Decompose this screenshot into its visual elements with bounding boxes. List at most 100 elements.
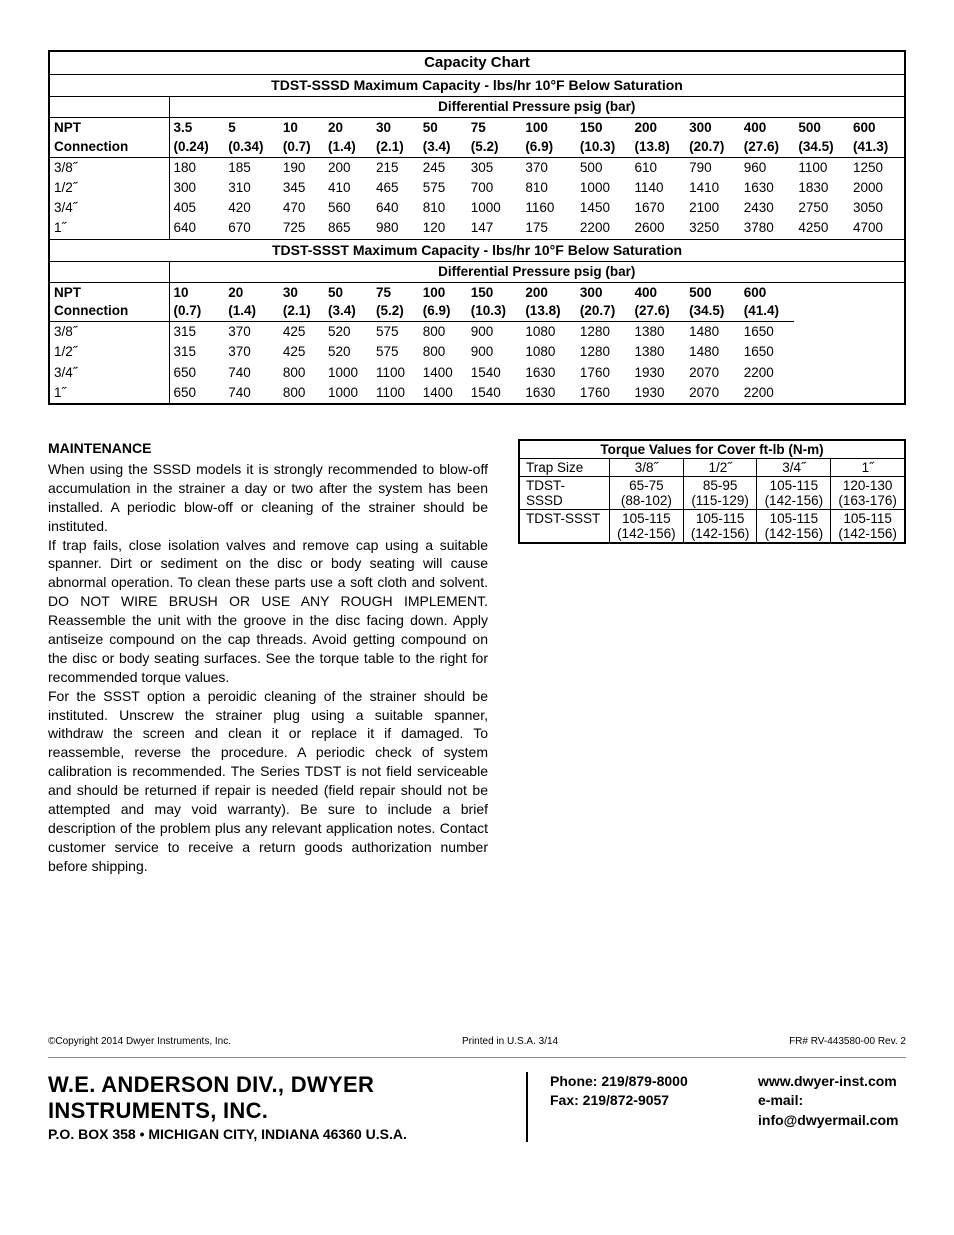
- col-header: 10(0.7): [279, 118, 324, 157]
- col-header: 300(20.7): [576, 282, 631, 321]
- cell: 425: [279, 342, 324, 362]
- cell: 800: [279, 363, 324, 383]
- col-header: 30(2.1): [279, 282, 324, 321]
- maintenance-p2: If trap fails, close isolation valves an…: [48, 536, 488, 687]
- cell: 640: [372, 198, 419, 218]
- row-label: 1/2˝: [49, 178, 169, 198]
- col-header: 150(10.3): [576, 118, 631, 157]
- cell: 575: [419, 178, 467, 198]
- torque-header-row: Trap Size 3/8˝ 1/2˝ 3/4˝ 1˝: [519, 459, 905, 477]
- cell: 1280: [576, 322, 631, 343]
- torque-h0: Trap Size: [519, 459, 609, 477]
- cell: 420: [224, 198, 279, 218]
- cell: 1100: [372, 363, 419, 383]
- npt-label: NPT: [54, 284, 165, 302]
- cell: 1930: [631, 383, 686, 404]
- cell: 245: [419, 157, 467, 178]
- cell: 1400: [419, 363, 467, 383]
- cell: 1630: [521, 363, 576, 383]
- cell: 1760: [576, 363, 631, 383]
- cell: 1140: [631, 178, 686, 198]
- cell: 520: [324, 342, 372, 362]
- cell: 2200: [576, 218, 631, 239]
- cell: 315: [169, 322, 224, 343]
- cell: 1000: [324, 363, 372, 383]
- footer-right: www.dwyer-inst.com e-mail: info@dwyermai…: [748, 1072, 906, 1142]
- cell: 1100: [794, 157, 849, 178]
- capacity-chart-table: Capacity Chart TDST-SSSD Maximum Capacit…: [48, 50, 906, 405]
- row-label: 3/4˝: [49, 198, 169, 218]
- cell: 370: [224, 322, 279, 343]
- npt-label: NPT: [54, 119, 165, 137]
- cell: 500: [576, 157, 631, 178]
- cell: 3780: [740, 218, 795, 239]
- cell: 1380: [631, 322, 686, 343]
- maintenance-p3: For the SSST option a peroidic cleaning …: [48, 687, 488, 876]
- copyright-text: ©Copyright 2014 Dwyer Instruments, Inc.: [48, 1036, 231, 1047]
- col-header: 10(0.7): [169, 282, 224, 321]
- cell: 670: [224, 218, 279, 239]
- cell: 1630: [521, 383, 576, 404]
- torque-h2: 1/2˝: [683, 459, 757, 477]
- col-header: 50(3.4): [419, 118, 467, 157]
- fax-text: Fax: 219/872-9057: [550, 1091, 748, 1111]
- company-address: P.O. BOX 358 • MICHIGAN CITY, INDIANA 46…: [48, 1126, 508, 1142]
- cell: 900: [467, 342, 522, 362]
- col-header: 75(5.2): [372, 282, 419, 321]
- cell: 1000: [324, 383, 372, 404]
- cell: 1480: [685, 322, 740, 343]
- cell: 4700: [849, 218, 905, 239]
- footer-left: W.E. ANDERSON DIV., DWYER INSTRUMENTS, I…: [48, 1072, 528, 1142]
- cell: 1450: [576, 198, 631, 218]
- cell: 200: [324, 157, 372, 178]
- col-header: 500(34.5): [794, 118, 849, 157]
- cell: 740: [224, 383, 279, 404]
- table-row: 1˝64067072586598012014717522002600325037…: [49, 218, 905, 239]
- cell: 1400: [419, 383, 467, 404]
- cell: 2750: [794, 198, 849, 218]
- torque-h3: 3/4˝: [757, 459, 831, 477]
- cell: 700: [467, 178, 522, 198]
- col-header: 500(34.5): [685, 282, 740, 321]
- col-header: 600(41.4): [740, 282, 795, 321]
- torque-table: Torque Values for Cover ft-lb (N-m) Trap…: [518, 439, 906, 544]
- cell: 1480: [685, 342, 740, 362]
- cell: 1000: [467, 198, 522, 218]
- cell: 800: [279, 383, 324, 404]
- cell: 370: [224, 342, 279, 362]
- torque-row-sssd: TDST-SSSD 65-75(88-102) 85-95(115-129) 1…: [519, 477, 905, 510]
- cell: 410: [324, 178, 372, 198]
- web-text: www.dwyer-inst.com: [758, 1072, 906, 1092]
- sssd-header-row: NPT Connection 3.5(0.24)5(0.34)10(0.7)20…: [49, 118, 905, 157]
- cell: 650: [169, 383, 224, 404]
- ssst-header-row: NPT Connection 10(0.7)20(1.4)30(2.1)50(3…: [49, 282, 905, 321]
- col-header: 50(3.4): [324, 282, 372, 321]
- cell: 190: [279, 157, 324, 178]
- cell: 405: [169, 198, 224, 218]
- cell: 1630: [740, 178, 795, 198]
- cell: 1160: [521, 198, 576, 218]
- cell: 305: [467, 157, 522, 178]
- cell: 465: [372, 178, 419, 198]
- cell: 1100: [372, 383, 419, 404]
- cell: 2200: [740, 383, 795, 404]
- cell: 980: [372, 218, 419, 239]
- col-header: 300(20.7): [685, 118, 740, 157]
- col-header: 200(13.8): [631, 118, 686, 157]
- table-row: 1/2˝300310345410465575700810100011401410…: [49, 178, 905, 198]
- phone-text: Phone: 219/879-8000: [550, 1072, 748, 1092]
- fine-print-row: ©Copyright 2014 Dwyer Instruments, Inc. …: [48, 1036, 906, 1058]
- printed-text: Printed in U.S.A. 3/14: [462, 1036, 558, 1047]
- table-row: 3/4˝405420470560640810100011601450167021…: [49, 198, 905, 218]
- table-row: 1˝65074080010001100140015401630176019302…: [49, 383, 905, 404]
- torque-h4: 1˝: [831, 459, 905, 477]
- cell: 147: [467, 218, 522, 239]
- cell: 1250: [849, 157, 905, 178]
- maintenance-heading: MAINTENANCE: [48, 439, 488, 458]
- sssd-diff-label: Differential Pressure psig (bar): [169, 97, 905, 118]
- ssst-diff-label: Differential Pressure psig (bar): [169, 261, 905, 282]
- cell: 1080: [521, 342, 576, 362]
- table-row: 3/8˝315370425520575800900108012801380148…: [49, 322, 905, 343]
- cell: 1080: [521, 322, 576, 343]
- cell: 300: [169, 178, 224, 198]
